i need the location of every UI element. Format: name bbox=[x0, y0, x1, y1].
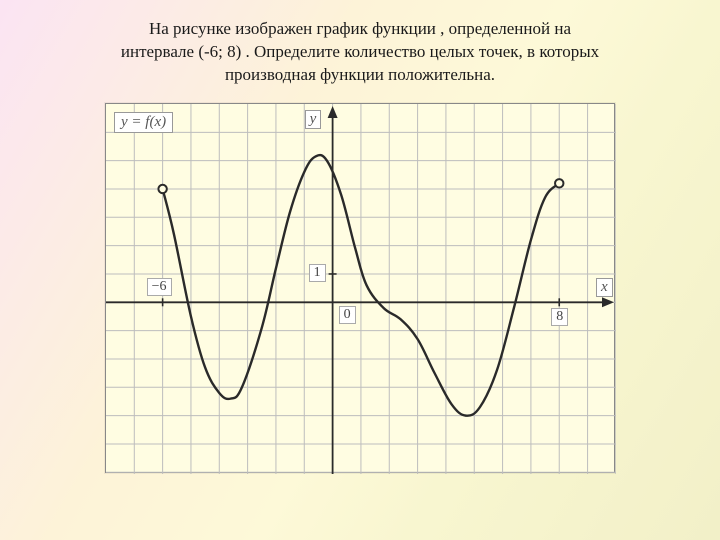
x-tick-8-label: 8 bbox=[551, 308, 568, 326]
origin-label: 0 bbox=[339, 306, 356, 324]
x-axis-label: x bbox=[596, 278, 613, 297]
x-tick-neg6-label: −6 bbox=[147, 278, 172, 296]
y-tick-1-label: 1 bbox=[309, 264, 326, 282]
title-line-1: На рисунке изображен график функции , оп… bbox=[40, 18, 680, 41]
problem-title: На рисунке изображен график функции , оп… bbox=[0, 0, 720, 99]
function-label-box: y = f(x) bbox=[114, 112, 173, 133]
chart-container: y = f(x) y x 0 1 −6 8 bbox=[0, 103, 720, 473]
function-chart: y = f(x) y x 0 1 −6 8 bbox=[105, 103, 615, 473]
title-line-2: интервале (-6; 8) . Определите количеств… bbox=[40, 41, 680, 64]
title-line-3: производная функции положительна. bbox=[40, 64, 680, 87]
y-axis-label: y bbox=[305, 110, 322, 129]
